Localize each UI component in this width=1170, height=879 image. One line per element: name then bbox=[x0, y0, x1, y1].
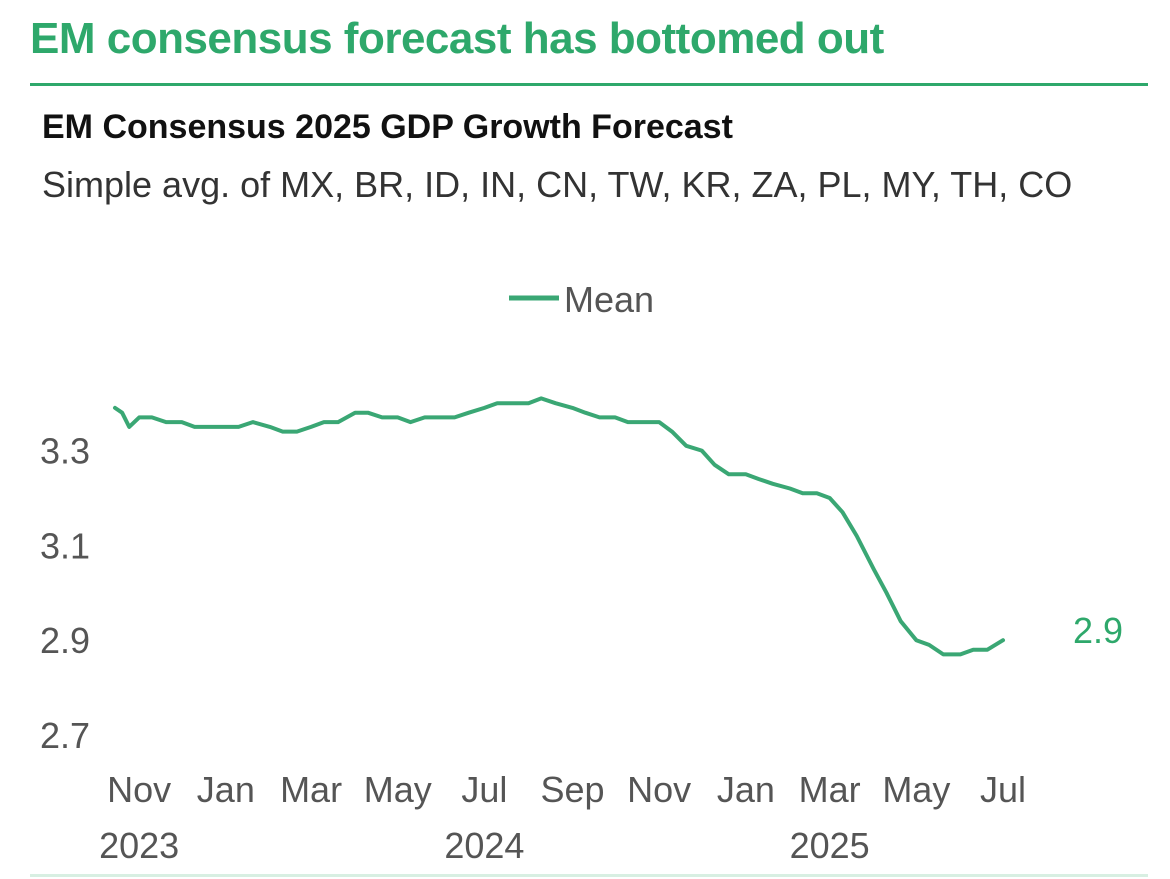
y-axis: 3.3 3.1 2.9 2.7 bbox=[40, 431, 90, 756]
footer-divider bbox=[30, 874, 1148, 877]
x-tick-label: May bbox=[882, 769, 950, 810]
x-tick-label: Jul bbox=[980, 769, 1026, 810]
x-axis: Nov 2023 Jan Mar May Jul 2024 Sep Nov Jan Mar 2025 M… bbox=[99, 769, 1026, 866]
x-tick-label: Jul bbox=[461, 769, 507, 810]
x-tick-label: Mar bbox=[280, 769, 342, 810]
x-tick-label: Jan bbox=[717, 769, 775, 810]
x-tick-label: Jan bbox=[197, 769, 255, 810]
x-tick-label: May bbox=[364, 769, 432, 810]
series-line-mean bbox=[113, 396, 1005, 657]
x-tick-label: Nov bbox=[107, 769, 171, 810]
x-tick-label: Nov bbox=[627, 769, 691, 810]
chart-title: EM Consensus 2025 GDP Growth Forecast bbox=[42, 108, 733, 146]
y-tick-label: 2.9 bbox=[40, 620, 90, 661]
legend: Mean bbox=[509, 279, 654, 320]
y-tick-label: 3.1 bbox=[40, 525, 90, 566]
headline: EM consensus forecast has bottomed out bbox=[30, 14, 884, 63]
end-value-label: 2.9 bbox=[1073, 610, 1123, 651]
x-tick-year-label: 2023 bbox=[99, 825, 179, 866]
headline-divider bbox=[30, 83, 1148, 86]
x-tick-year-label: 2024 bbox=[444, 825, 524, 866]
legend-label-mean: Mean bbox=[564, 279, 654, 320]
x-tick-year-label: 2025 bbox=[790, 825, 870, 866]
x-tick-label: Mar bbox=[799, 769, 861, 810]
x-tick-label: Sep bbox=[540, 769, 604, 810]
y-tick-label: 2.7 bbox=[40, 715, 90, 756]
y-tick-label: 3.3 bbox=[40, 431, 90, 472]
chart-subtitle: Simple avg. of MX, BR, ID, IN, CN, TW, K… bbox=[42, 164, 1073, 205]
